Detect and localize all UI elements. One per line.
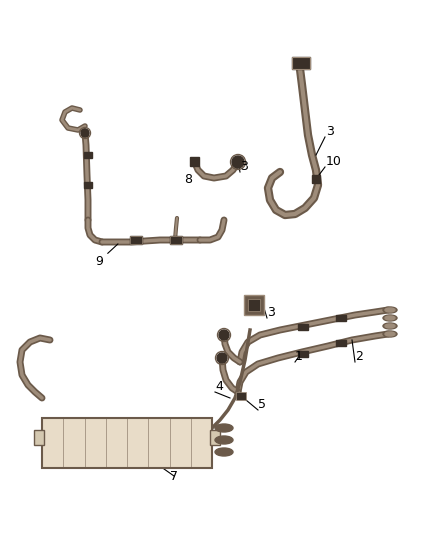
Bar (130, 236, 142, 244)
Ellipse shape (385, 308, 395, 312)
Bar (236, 392, 246, 400)
Text: 9: 9 (95, 244, 118, 268)
Ellipse shape (385, 332, 395, 336)
Bar (84, 152, 92, 158)
Ellipse shape (383, 323, 397, 329)
Bar (298, 351, 308, 357)
Bar (312, 175, 320, 183)
Bar (248, 299, 260, 311)
Bar (210, 430, 220, 445)
Bar (34, 430, 44, 445)
Bar (42, 418, 212, 468)
Bar (170, 236, 182, 244)
Bar (130, 236, 142, 244)
Bar (336, 315, 346, 321)
Text: 10: 10 (326, 155, 342, 168)
Text: 3: 3 (326, 125, 334, 138)
Ellipse shape (215, 436, 233, 444)
Bar (336, 340, 346, 346)
Ellipse shape (385, 324, 395, 328)
Text: 5: 5 (258, 398, 266, 411)
Bar (84, 182, 92, 188)
Ellipse shape (385, 316, 395, 320)
Ellipse shape (215, 424, 233, 432)
Ellipse shape (383, 331, 397, 337)
Text: 1: 1 (295, 350, 303, 363)
Circle shape (217, 353, 227, 363)
Text: 3: 3 (240, 160, 248, 173)
Bar (244, 295, 264, 315)
Bar (190, 157, 199, 166)
Bar (298, 324, 308, 330)
Bar (292, 57, 310, 69)
Text: 8: 8 (184, 173, 192, 186)
Circle shape (232, 156, 244, 168)
Text: 7: 7 (170, 470, 178, 483)
Circle shape (81, 129, 89, 137)
Ellipse shape (215, 448, 233, 456)
Ellipse shape (383, 315, 397, 321)
Ellipse shape (383, 307, 397, 313)
Text: 4: 4 (215, 380, 223, 393)
Bar (170, 236, 182, 244)
Text: 2: 2 (355, 350, 363, 363)
Bar (292, 57, 310, 69)
Circle shape (219, 330, 229, 340)
Text: 3: 3 (267, 306, 275, 319)
